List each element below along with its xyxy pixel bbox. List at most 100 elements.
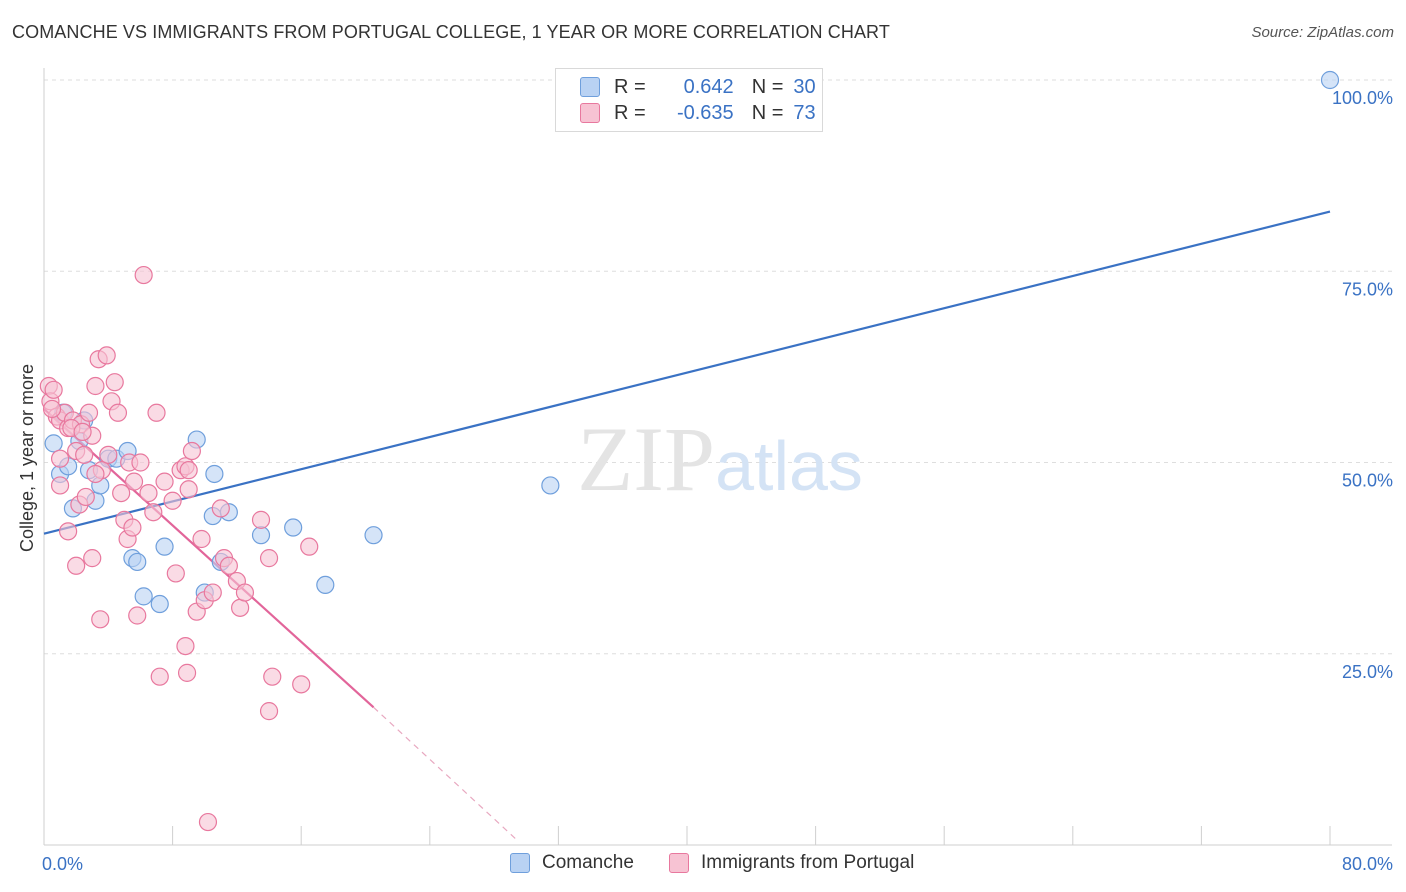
data-point-1-46 <box>259 549 279 568</box>
data-point-1-60 <box>198 812 218 832</box>
data-point-1-65 <box>131 453 150 472</box>
r-label: R = <box>614 101 646 124</box>
data-point-0-24 <box>316 575 335 595</box>
trend-line-ext-1 <box>373 706 519 842</box>
data-point-1-49 <box>300 537 319 556</box>
y-tick-label-0: 25.0% <box>1342 662 1393 682</box>
data-points <box>39 70 1340 832</box>
stats-row-portugal: R = -0.635 N = 73 <box>580 101 816 125</box>
data-point-1-43 <box>231 598 250 617</box>
y-tick-label-3: 100.0% <box>1332 88 1393 108</box>
data-point-1-25 <box>139 484 158 503</box>
legend-label-portugal: Immigrants from Portugal <box>701 852 915 873</box>
grid-lines <box>44 79 1392 655</box>
axes <box>43 68 1392 846</box>
data-point-1-61 <box>259 702 279 721</box>
data-point-1-64 <box>76 487 95 507</box>
data-point-1-23 <box>124 472 144 491</box>
data-point-1-72 <box>123 518 142 537</box>
legend-swatch-portugal <box>580 103 600 123</box>
data-point-0-22 <box>251 526 271 545</box>
data-point-1-27 <box>147 403 166 422</box>
y-axis-label: College, 1 year or more <box>17 364 37 552</box>
data-point-1-66 <box>86 464 105 484</box>
n-value: 73 <box>793 101 816 124</box>
watermark-atlas: atlas <box>715 427 863 505</box>
tick-labels: 0.0% 80.0% 25.0% 50.0% 75.0% 100.0% <box>42 88 1393 874</box>
trend-line-0 <box>43 210 1331 535</box>
data-point-1-48 <box>292 675 311 694</box>
data-point-1-51 <box>59 522 78 541</box>
data-point-1-62 <box>50 449 70 468</box>
data-point-1-47 <box>263 667 282 686</box>
data-point-0-25 <box>364 526 383 545</box>
data-point-1-53 <box>83 549 102 568</box>
data-point-0-12 <box>128 552 147 572</box>
watermark: ZIPatlas <box>577 408 863 510</box>
data-point-0-26 <box>541 476 560 495</box>
data-point-1-57 <box>150 667 169 686</box>
legend-swatch-comanche <box>510 853 530 873</box>
data-point-1-36 <box>192 529 211 549</box>
data-point-1-38 <box>203 583 222 602</box>
r-value: -0.635 <box>676 101 734 124</box>
data-point-0-14 <box>150 594 169 614</box>
data-point-1-44 <box>235 583 255 602</box>
trend-line-1 <box>43 408 375 709</box>
y-tick-label-2: 75.0% <box>1342 279 1393 299</box>
n-label: N = <box>751 101 784 124</box>
data-point-1-10 <box>75 445 94 464</box>
data-point-1-24 <box>134 265 153 285</box>
data-point-1-28 <box>155 472 174 491</box>
watermark-zip: ZIP <box>577 408 715 510</box>
data-point-1-29 <box>163 491 182 510</box>
data-point-1-2 <box>44 380 63 399</box>
r-label: R = <box>614 75 646 98</box>
data-point-0-0 <box>44 434 63 453</box>
trend-lines <box>43 210 1331 842</box>
data-point-1-67 <box>99 445 118 464</box>
legend-label-comanche: Comanche <box>542 852 634 873</box>
data-point-1-52 <box>67 556 86 575</box>
legend-item-comanche[interactable]: Comanche <box>510 852 634 874</box>
data-point-1-58 <box>176 636 195 656</box>
data-point-1-13 <box>86 376 105 396</box>
legend-swatch-comanche <box>580 77 600 97</box>
data-point-1-11 <box>79 403 99 422</box>
chart-source: Source: ZipAtlas.com <box>1251 24 1394 41</box>
data-point-1-56 <box>128 606 147 625</box>
data-point-1-68 <box>42 399 62 419</box>
data-point-0-13 <box>134 587 153 606</box>
data-point-1-26 <box>144 503 163 522</box>
r-value: 0.642 <box>683 75 734 98</box>
data-point-1-41 <box>219 556 238 575</box>
data-point-1-33 <box>179 480 198 499</box>
data-point-1-71 <box>179 461 198 480</box>
data-point-1-18 <box>105 373 124 392</box>
data-point-0-15 <box>155 537 174 556</box>
data-point-1-54 <box>91 610 110 629</box>
legend-item-portugal[interactable]: Immigrants from Portugal <box>669 852 914 874</box>
x-tick-label-min: 0.0% <box>42 854 83 874</box>
data-point-1-34 <box>182 441 201 461</box>
data-point-0-19 <box>205 464 224 484</box>
n-value: 30 <box>793 75 816 98</box>
stats-legend: R = 0.642 N = 30 R = -0.635 N = 73 <box>555 68 823 132</box>
x-tick-label-max: 80.0% <box>1342 854 1393 874</box>
data-point-1-39 <box>211 499 230 518</box>
legend-swatch-portugal <box>669 853 689 873</box>
stats-row-comanche: R = 0.642 N = 30 <box>580 75 816 99</box>
data-point-1-30 <box>166 564 185 583</box>
data-point-1-59 <box>177 663 197 682</box>
data-point-0-23 <box>284 518 303 537</box>
n-label: N = <box>751 75 784 98</box>
data-point-1-19 <box>108 403 128 422</box>
data-point-0-27 <box>1320 70 1340 90</box>
y-tick-label-1: 50.0% <box>1342 471 1393 491</box>
data-point-1-70 <box>73 422 92 441</box>
bottom-legend: Comanche Immigrants from Portugal <box>0 852 1406 878</box>
data-point-1-50 <box>50 476 70 495</box>
data-point-1-16 <box>97 346 116 365</box>
data-point-1-20 <box>112 484 131 503</box>
